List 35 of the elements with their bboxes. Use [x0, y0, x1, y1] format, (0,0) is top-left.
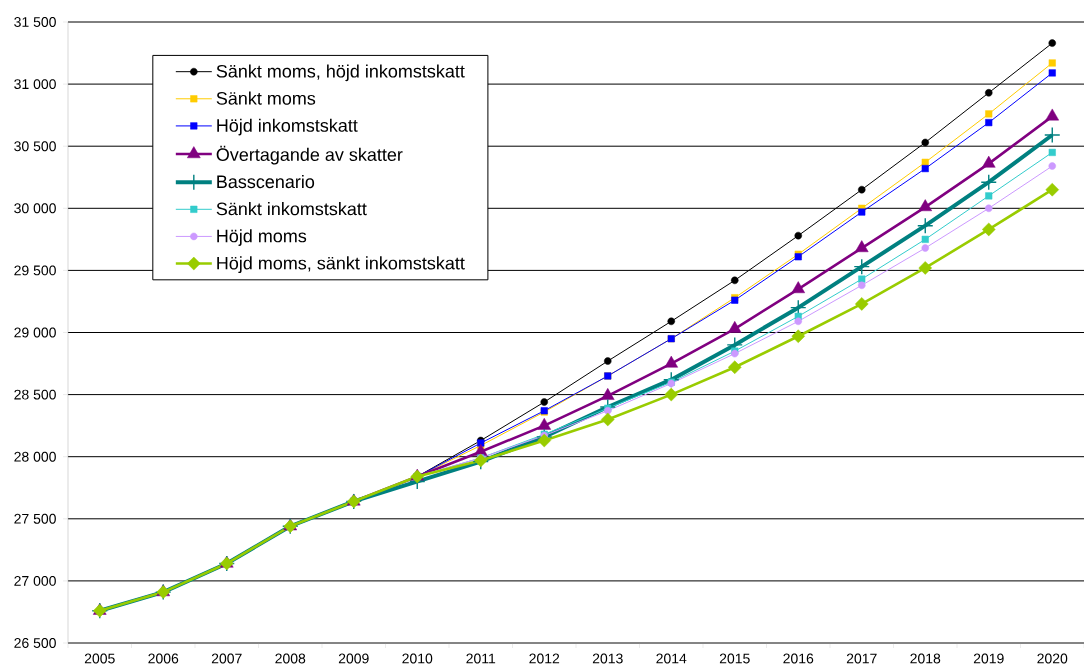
- y-tick-label: 27 500: [14, 513, 56, 524]
- y-tick-label: 30 000: [14, 203, 56, 214]
- x-tick-label: 2019: [973, 653, 1004, 664]
- x-tick-label: 2015: [719, 653, 750, 664]
- x-tick-label: 2020: [1037, 653, 1068, 664]
- legend-label: Övertagande av skatter: [216, 145, 403, 165]
- legend-label: Sänkt inkomstskatt: [216, 202, 367, 216]
- x-tick-label: 2011: [466, 653, 496, 664]
- x-tick-label: 2006: [148, 653, 179, 664]
- x-tick-label: 2016: [783, 653, 814, 664]
- legend-label: Sänkt moms: [216, 91, 316, 105]
- x-tick-label: 2005: [84, 653, 115, 664]
- y-tick-label: 28 000: [14, 451, 56, 462]
- y-tick-label: 31 500: [14, 17, 56, 27]
- y-tick-label: 29 500: [14, 265, 56, 276]
- x-tick-label: 2013: [592, 653, 623, 664]
- x-tick-label: 2018: [910, 653, 941, 664]
- y-tick-label: 31 000: [14, 79, 56, 90]
- y-tick-label: 26 500: [14, 638, 56, 648]
- y-tick-label: 30 500: [14, 141, 56, 152]
- x-tick-label: 2007: [211, 653, 242, 664]
- legend-label: Höjd moms: [217, 229, 307, 246]
- x-tick-label: 2008: [275, 653, 306, 664]
- x-tick-label: 2014: [656, 653, 687, 664]
- x-tick-label: 2012: [529, 653, 560, 664]
- legend-label: Höjd moms, sänkt inkomstskatt: [217, 256, 465, 274]
- legend-label: Basscenario: [217, 174, 315, 189]
- legend-label: Höjd inkomstskatt: [217, 118, 358, 136]
- y-tick-label: 27 000: [14, 575, 56, 586]
- x-tick-label: 2010: [402, 653, 433, 664]
- x-tick-label: 2017: [846, 653, 877, 664]
- legend-label: Sänkt moms, höjd inkomstskatt: [216, 64, 465, 82]
- y-tick-label: 29 000: [14, 327, 56, 338]
- y-tick-label: 28 500: [14, 389, 56, 400]
- x-tick-label: 2009: [338, 653, 369, 664]
